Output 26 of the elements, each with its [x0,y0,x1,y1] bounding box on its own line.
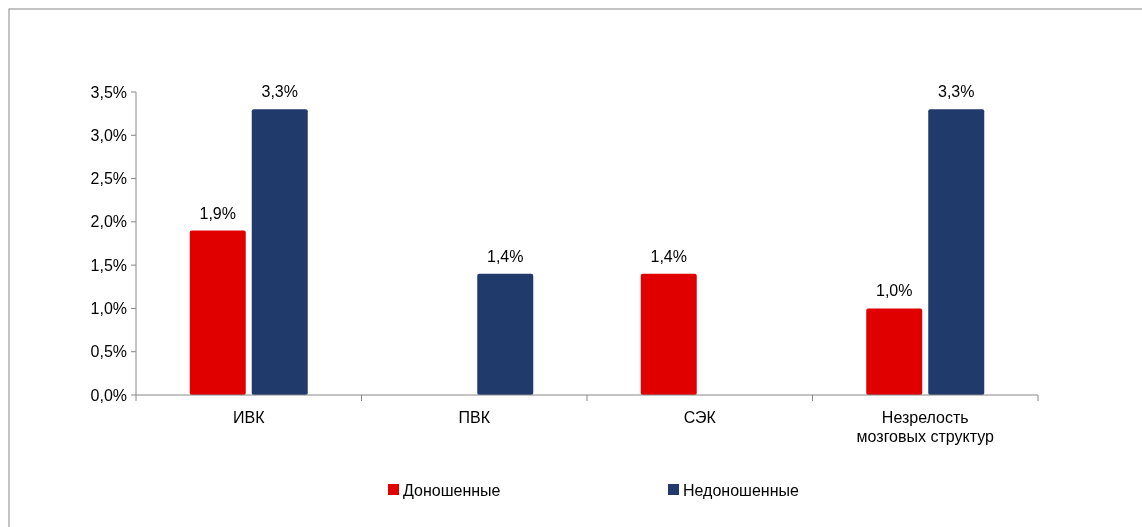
y-tick-label: 3,5% [90,83,127,101]
x-tick-label: Незрелость мозговых структур [856,409,995,445]
bar [640,273,697,395]
legend-label: Недоношенные [683,481,799,499]
y-tick-label: 2,0% [90,213,127,231]
data-label: 1,4% [650,247,687,265]
x-tick-label: ПВК [458,409,491,426]
data-label: 1,9% [199,204,236,222]
data-label: 1,4% [487,247,524,265]
bar [928,109,985,395]
data-label: 3,3% [938,83,975,101]
bar [477,273,534,395]
y-tick-label: 0,0% [90,386,127,404]
y-tick-label: 0,5% [90,343,127,361]
x-tick-label: СЭК [683,409,717,426]
y-tick-label: 2,5% [90,170,127,188]
y-tick-label: 3,0% [90,126,127,144]
legend-label: Доношенные [403,481,501,499]
y-tick-label: 1,5% [90,256,127,274]
bar [189,230,246,395]
x-tick-label: ИВК [233,409,266,426]
data-label: 1,0% [876,282,913,300]
data-label: 3,3% [261,83,298,101]
bar [251,109,308,395]
bar [866,308,923,395]
y-tick-label: 1,0% [90,300,127,318]
